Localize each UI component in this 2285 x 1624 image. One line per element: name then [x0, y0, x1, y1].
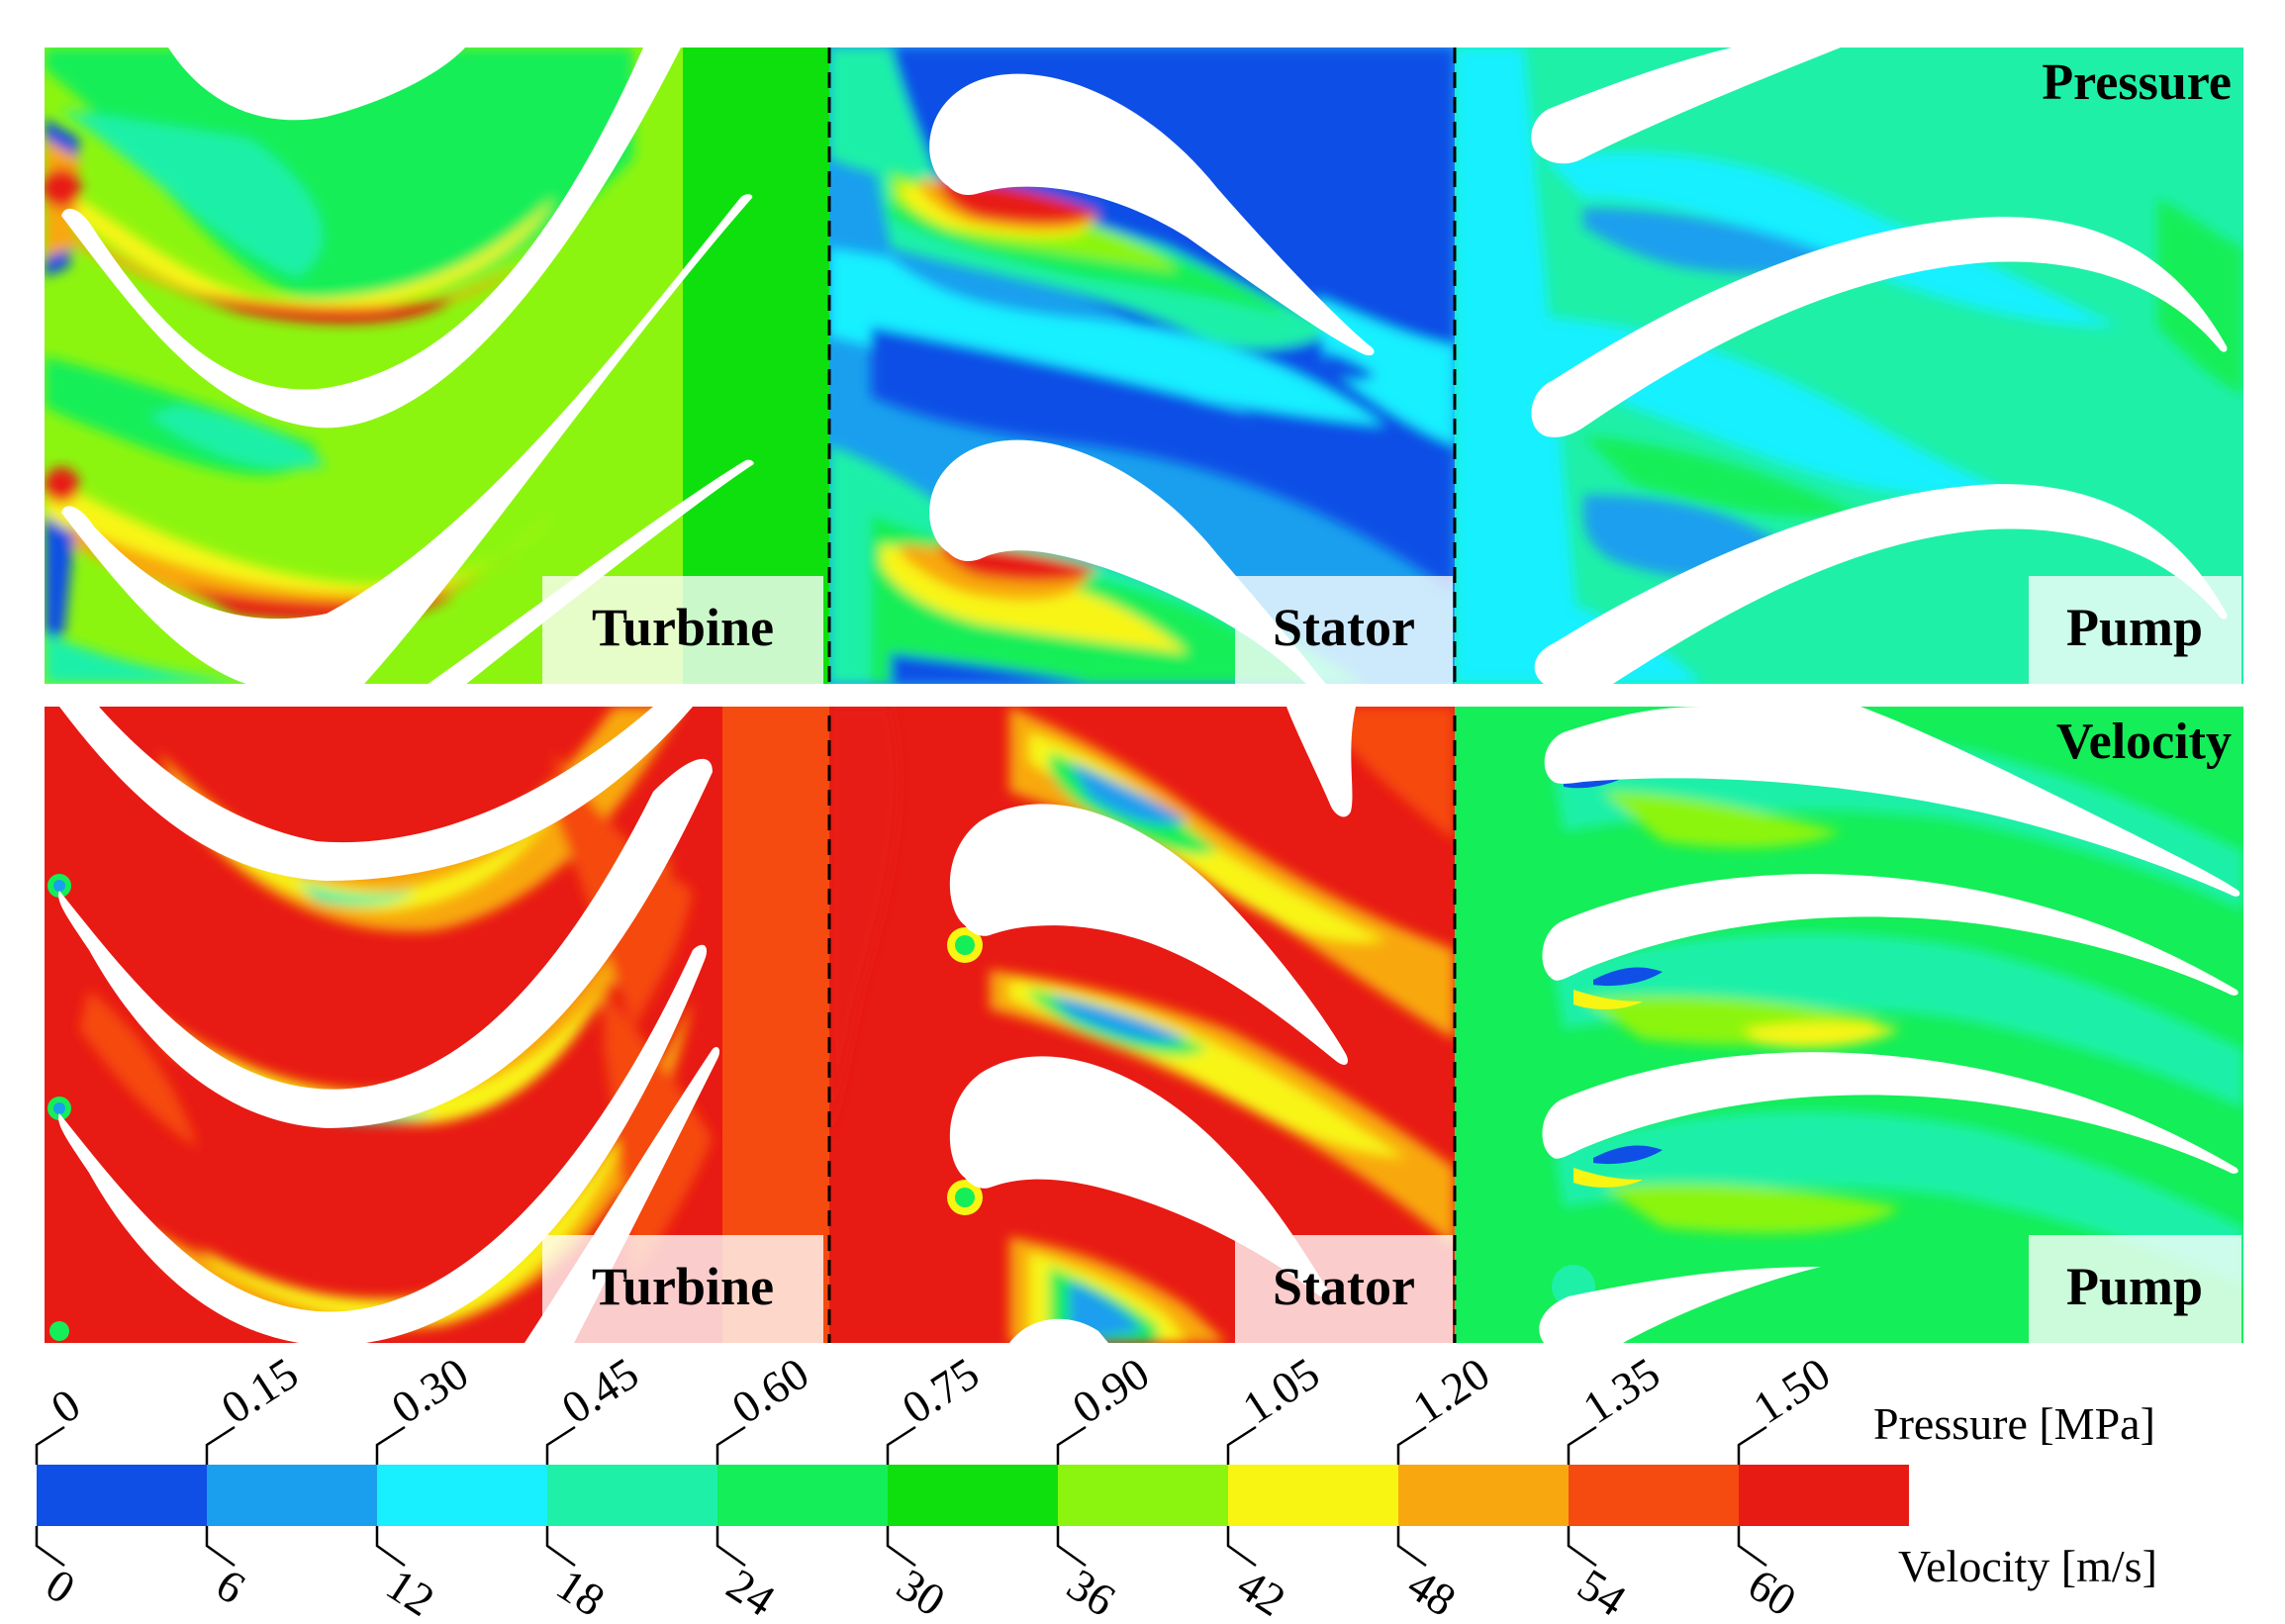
colorbar-pressure-tick-label: 1.05	[1234, 1348, 1328, 1434]
colorbar-tick-mark	[35, 1425, 65, 1465]
colorbar-tick-mark	[545, 1526, 576, 1568]
colorbar-tick-mark	[715, 1526, 746, 1568]
colorbar-tick-mark	[375, 1526, 406, 1568]
colorbar-swatch	[717, 1465, 888, 1526]
colorbar-velocity-tick-label: 60	[1740, 1559, 1805, 1624]
colorbar-tick-mark	[886, 1425, 916, 1465]
colorbar-tick-mark	[1737, 1526, 1767, 1568]
svg-text:Stator: Stator	[1273, 598, 1415, 657]
colorbar-tick-mark	[1226, 1526, 1257, 1568]
colorbar-tick-mark	[1056, 1425, 1087, 1465]
svg-text:Pump: Pump	[2066, 598, 2203, 657]
label-stator-velocity: Stator	[1235, 1235, 1453, 1343]
svg-text:Turbine: Turbine	[592, 598, 774, 657]
colorbar-velocity-title: Velocity [m/s]	[1898, 1541, 2157, 1591]
colorbar-tick-mark	[886, 1526, 916, 1568]
velocity-stator-panel	[829, 707, 1455, 1343]
colorbar-velocity-tick-label: 0	[38, 1559, 84, 1613]
colorbar-pressure-tick-label: 0.30	[383, 1348, 477, 1434]
colorbar-pressure-tick-label: 0.60	[723, 1348, 817, 1434]
colorbar-pressure-tick-label: 0.75	[894, 1348, 988, 1434]
colorbar-swatch	[1739, 1465, 1909, 1526]
colorbar-velocity-tick-label: 48	[1399, 1559, 1465, 1624]
svg-text:Pump: Pump	[2066, 1257, 2203, 1316]
pressure-stator-panel	[829, 48, 1455, 684]
colorbar-pressure-tick-label: 0	[43, 1379, 89, 1433]
pressure-turbine-panel	[45, 48, 829, 684]
velocity-pump-panel	[1455, 707, 2243, 1343]
colorbar-velocity-tick-label: 54	[1570, 1559, 1635, 1624]
colorbar-velocity-tick-label: 6	[208, 1559, 254, 1613]
colorbar-swatch	[1398, 1465, 1569, 1526]
colorbar-pressure-tick-label: 0.45	[553, 1348, 647, 1434]
colorbar-swatch	[547, 1465, 717, 1526]
colorbar: 0 0.15 0.30 0.45 0.60 0.75 0.90 1.05 1.20 1.35 1.5…	[35, 1348, 2157, 1624]
colorbar-pressure-tick-label: 1.35	[1574, 1348, 1668, 1434]
row-title-velocity: Velocity	[2056, 714, 2232, 770]
svg-text:Turbine: Turbine	[592, 1257, 774, 1316]
colorbar-velocity-tick-label: 18	[548, 1559, 614, 1624]
colorbar-tick-mark	[1567, 1425, 1597, 1465]
colorbar-velocity-tick-label: 24	[718, 1559, 784, 1624]
colorbar-pressure-tick-label: 0.90	[1064, 1348, 1158, 1434]
colorbar-tick-mark	[545, 1425, 576, 1465]
colorbar-tick-mark	[715, 1425, 746, 1465]
colorbar-swatch	[377, 1465, 547, 1526]
colorbar-swatch	[207, 1465, 377, 1526]
colorbar-swatch	[1569, 1465, 1739, 1526]
label-pump-velocity: Pump	[2029, 1235, 2241, 1343]
colorbar-swatch	[888, 1465, 1058, 1526]
colorbar-tick-mark	[205, 1425, 236, 1465]
colorbar-pressure-title: Pressure [MPa]	[1873, 1398, 2155, 1449]
colorbar-tick-mark	[1056, 1526, 1087, 1568]
colorbar-swatch	[1058, 1465, 1228, 1526]
colorbar-tick-mark	[1567, 1526, 1597, 1568]
colorbar-velocity-tick-label: 36	[1059, 1559, 1124, 1624]
colorbar-tick-mark	[35, 1526, 65, 1568]
colorbar-velocity-tick-label: 12	[378, 1559, 443, 1624]
colorbar-tick-mark	[1737, 1425, 1767, 1465]
colorbar-velocity-tick-label: 30	[889, 1559, 954, 1624]
colorbar-pressure-tick-label: 1.20	[1404, 1348, 1498, 1434]
colorbar-velocity-tick-label: 42	[1229, 1559, 1294, 1624]
colorbar-tick-mark	[375, 1425, 406, 1465]
label-pump-pressure: Pump	[2029, 576, 2241, 684]
label-turbine-velocity: Turbine	[542, 1235, 823, 1343]
colorbar-tick-mark	[205, 1526, 236, 1568]
row-title-pressure: Pressure	[2042, 54, 2232, 111]
colorbar-tick-mark	[1396, 1425, 1427, 1465]
colorbar-pressure-tick-label: 0.15	[213, 1348, 307, 1434]
svg-text:Stator: Stator	[1273, 1257, 1415, 1316]
colorbar-tick-mark	[1226, 1425, 1257, 1465]
colorbar-pressure-tick-label: 1.50	[1745, 1348, 1839, 1434]
colorbar-tick-mark	[1396, 1526, 1427, 1568]
label-stator-pressure: Stator	[1235, 576, 1453, 684]
colorbar-swatch	[1228, 1465, 1398, 1526]
colorbar-swatch	[37, 1465, 207, 1526]
label-turbine-pressure: Turbine	[542, 576, 823, 684]
